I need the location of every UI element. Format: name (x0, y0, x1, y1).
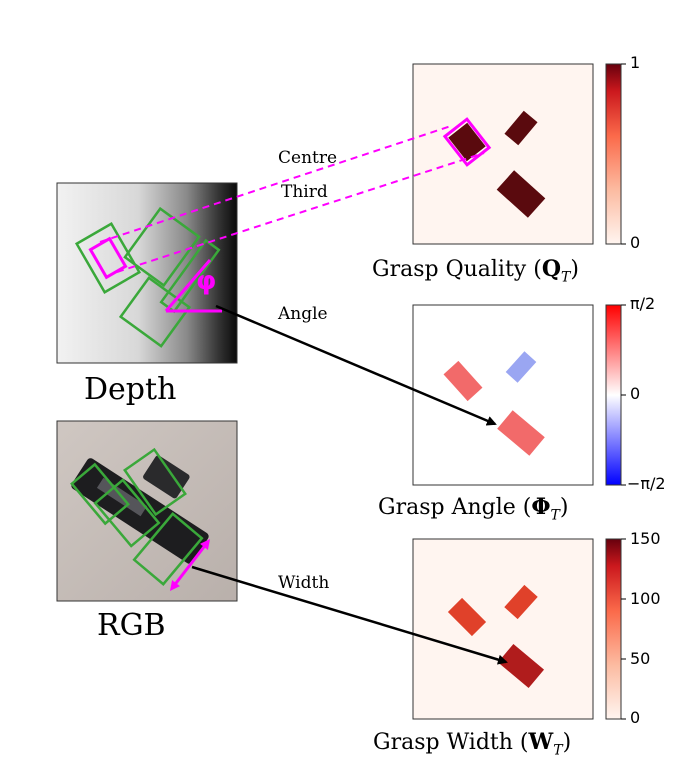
centre-label: Centre (278, 148, 338, 168)
depth-grasp-box (74, 222, 142, 294)
width-cbar-tick-150: 150 (630, 529, 661, 548)
angle-blob (443, 360, 483, 402)
rgb-grasp-box (70, 462, 130, 526)
quality-blob (448, 122, 486, 162)
centre-projection-lines (99, 125, 485, 273)
width-blob (497, 643, 545, 689)
width-caption-symbol: W (528, 729, 554, 755)
width-arrow (191, 565, 508, 665)
rgb-grasp-box (123, 447, 187, 517)
width-colorbar (605, 538, 622, 720)
width-caption-text: Grasp Width ( (373, 730, 529, 755)
rgb-grasp-box (93, 478, 161, 548)
width-cbar-tick-50: 50 (630, 649, 651, 668)
rgb-image (56, 420, 238, 602)
quality-blob (504, 110, 538, 146)
width-blob (504, 584, 538, 620)
quality-caption: Grasp Quality (QT) (372, 256, 579, 285)
angle-cbar-top: π/2 (630, 294, 656, 313)
angle-arrow (215, 304, 497, 426)
depth-highlight-box (88, 236, 128, 280)
angle-blob (497, 410, 545, 456)
quality-blob (496, 170, 546, 218)
phi-symbol: φ (196, 266, 217, 296)
width-caption: Grasp Width (WT) (373, 729, 571, 758)
width-caption-sub: T (553, 742, 563, 759)
depth-grasp-box (123, 206, 201, 288)
quality-caption-text: Grasp Quality ( (372, 257, 542, 282)
depth-image (56, 182, 238, 364)
quality-cbar-bottom: 0 (630, 233, 641, 252)
quality-cbar-top: 1 (630, 53, 641, 72)
width-caption-close: ) (562, 730, 572, 755)
angle-caption-text: Grasp Angle ( (378, 495, 532, 520)
width-cbar-tick-0: 0 (630, 708, 641, 727)
width-panel (412, 538, 626, 720)
width-blob (447, 597, 487, 637)
angle-caption-close: ) (559, 495, 569, 520)
quality-panel (412, 63, 626, 245)
quality-caption-sub: T (560, 269, 571, 286)
angle-cbar-bottom: −π/2 (627, 474, 666, 493)
angle-caption-sub: T (550, 507, 560, 524)
width-indicator (169, 539, 211, 591)
quality-caption-symbol: Q (541, 256, 561, 282)
angle-cbar-mid: 0 (630, 384, 641, 403)
quality-caption-close: ) (570, 257, 579, 282)
width-cbar-tick-100: 100 (630, 589, 661, 608)
angle-blob (505, 351, 537, 383)
angle-indicator (164, 259, 222, 313)
angle-panel (412, 304, 626, 486)
angle-caption: Grasp Angle (ΦT) (378, 494, 568, 523)
depth-grasp-boxes (74, 206, 221, 348)
quality-highlight-box (442, 117, 492, 167)
angle-colorbar (605, 304, 622, 486)
angle-label: Angle (278, 304, 328, 324)
rgb-label: RGB (97, 608, 166, 643)
quality-colorbar (605, 63, 622, 245)
third-label: Third (281, 182, 328, 202)
angle-caption-symbol: Φ (531, 494, 551, 520)
width-label: Width (278, 573, 330, 593)
depth-label: Depth (84, 372, 177, 407)
depth-grasp-box (159, 238, 221, 314)
